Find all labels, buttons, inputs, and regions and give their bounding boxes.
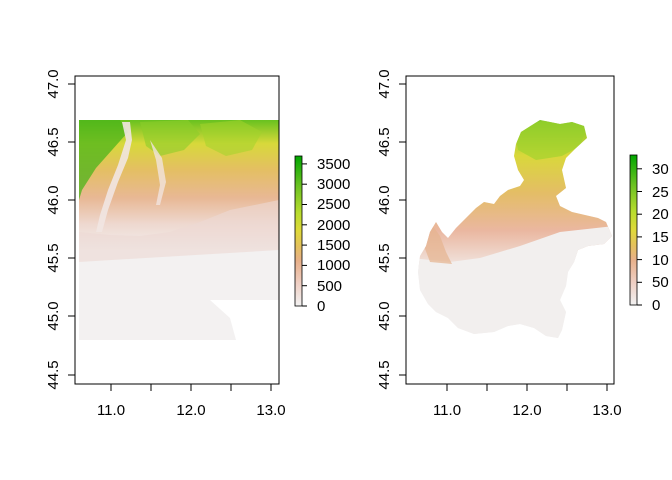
y-tick-label: 45.5 <box>376 243 393 272</box>
axis-x-2 <box>406 383 614 391</box>
y-tick-label: 46.5 <box>376 127 393 156</box>
x-tick-label: 11.0 <box>97 402 125 419</box>
y-tick-label: 45.0 <box>376 301 393 330</box>
axis-y-2 <box>399 76 407 384</box>
x-tick-label: 11.0 <box>433 402 461 419</box>
colorbar-tick-label: 3000 <box>317 176 350 193</box>
y-tick-label: 46.5 <box>45 127 62 156</box>
x-tick-label: 13.0 <box>256 402 285 419</box>
colorbar-tick-label: 1500 <box>317 237 350 254</box>
y-tick-label: 44.5 <box>45 360 62 389</box>
colorbar-2: 0 50 10 15 20 25 30 <box>629 154 669 314</box>
raster-2 <box>418 120 612 338</box>
y-tick-label: 45.0 <box>45 301 62 330</box>
colorbar-tick-label: 1000 <box>317 257 350 274</box>
colorbar-1: 0 500 1000 1500 2000 2500 3000 3500 <box>294 155 350 315</box>
axis-y-1 <box>68 76 76 384</box>
colorbar-ramp <box>629 154 638 306</box>
y-tick-label: 44.5 <box>376 360 393 389</box>
colorbar-tick-label: 3500 <box>317 156 350 173</box>
axis-x-1 <box>75 383 279 391</box>
colorbar-tick-label: 20 <box>652 206 669 223</box>
colorbar-tick-label: 50 <box>652 274 669 291</box>
plot-frame-2 <box>405 75 615 385</box>
panel-1: 11.0 12.0 13.0 44.5 45.0 45.5 46.0 46.5 … <box>45 69 350 419</box>
panel-2: 11.0 12.0 13.0 44.5 45.0 45.5 46.0 46.5 … <box>376 69 669 419</box>
colorbar-tick-label: 0 <box>317 298 325 315</box>
y-tick-label: 47.0 <box>376 69 393 98</box>
colorbar-tick-label: 10 <box>652 252 669 269</box>
colorbar-tick-label: 2000 <box>317 217 350 234</box>
colorbar-tick-label: 0 <box>652 297 660 314</box>
x-tick-label: 12.0 <box>512 402 541 419</box>
y-tick-label: 46.0 <box>376 185 393 214</box>
raster-1 <box>79 120 279 340</box>
colorbar-tick-label: 30 <box>652 161 669 178</box>
colorbar-tick-label: 25 <box>652 184 669 201</box>
colorbar-ramp <box>294 155 303 307</box>
y-tick-label: 47.0 <box>45 69 62 98</box>
plot-frame-1 <box>74 75 280 385</box>
y-tick-label: 46.0 <box>45 185 62 214</box>
x-tick-label: 13.0 <box>592 402 621 419</box>
y-tick-label: 45.5 <box>45 243 62 272</box>
colorbar-tick-label: 500 <box>317 278 342 295</box>
colorbar-tick-label: 15 <box>652 229 669 246</box>
colorbar-tick-label: 2500 <box>317 196 350 213</box>
x-tick-label: 12.0 <box>176 402 205 419</box>
